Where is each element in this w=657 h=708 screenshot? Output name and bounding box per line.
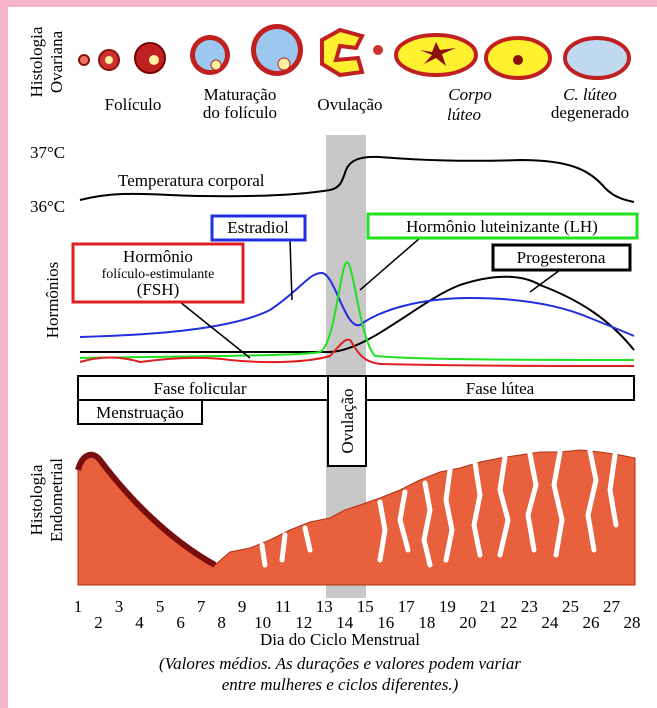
hormone-axis-label: Hormônios	[43, 262, 62, 339]
day-label: 23	[521, 597, 538, 616]
endometrium-label: Endometrial	[47, 458, 66, 542]
stage-label: C. lúteo	[563, 85, 617, 104]
stage-label: Maturação	[204, 85, 277, 104]
day-label: 19	[439, 597, 456, 616]
day-label: 8	[217, 613, 226, 632]
day-label: 1	[74, 597, 83, 616]
x-axis-label: Dia do Ciclo Menstrual	[260, 630, 420, 649]
day-label: 7	[197, 597, 206, 616]
estradiol-label: Estradiol	[227, 218, 289, 237]
day-label: 15	[357, 597, 374, 616]
ovary-label: Ovariana	[47, 30, 66, 93]
day-label: 24	[541, 613, 559, 632]
ovulation-label: Ovulação	[338, 388, 357, 453]
stage-label: Ovulação	[317, 95, 382, 114]
day-label: 26	[582, 613, 599, 632]
note: (Valores médios. As durações e valores p…	[159, 654, 521, 673]
stage-label: lúteo	[447, 105, 481, 124]
temp-high: 37°C	[30, 143, 65, 162]
day-label: 22	[500, 613, 517, 632]
day-label: 9	[238, 597, 247, 616]
day-label: 17	[398, 597, 416, 616]
diagram: Histologia Ovariana Folículo Maturação d…	[0, 0, 657, 708]
fsh-label: (FSH)	[137, 280, 180, 299]
day-label: 4	[135, 613, 144, 632]
menstruation-label: Menstruação	[96, 403, 184, 422]
day-label: 6	[176, 613, 185, 632]
follicular-label: Fase folicular	[154, 379, 247, 398]
temp-low: 36°C	[30, 197, 65, 216]
day-label: 5	[156, 597, 165, 616]
stage-label: Folículo	[105, 95, 162, 114]
stage-label: Corpo	[448, 85, 491, 104]
lh-label: Hormônio luteinizante (LH)	[406, 217, 598, 236]
day-label: 3	[115, 597, 124, 616]
day-label: 2	[94, 613, 103, 632]
luteal-label: Fase lútea	[466, 379, 535, 398]
note: entre mulheres e ciclos diferentes.)	[222, 675, 459, 694]
day-label: 20	[459, 613, 476, 632]
day-label: 13	[316, 597, 333, 616]
temp-label: Temperatura corporal	[118, 171, 265, 190]
fsh-label: Hormônio	[123, 247, 193, 266]
border-left	[0, 0, 8, 708]
day-label: 27	[603, 597, 621, 616]
day-label: 18	[418, 613, 435, 632]
stage-label: degenerado	[551, 103, 629, 122]
day-label: 11	[275, 597, 291, 616]
border-top	[0, 0, 657, 7]
ovary-label: Histologia	[27, 26, 46, 97]
day-label: 21	[480, 597, 497, 616]
day-label: 25	[562, 597, 579, 616]
endometrium-label: Histologia	[27, 464, 46, 535]
progesterone-label: Progesterona	[517, 248, 606, 267]
stage-label: do folículo	[203, 103, 277, 122]
day-label: 28	[624, 613, 641, 632]
